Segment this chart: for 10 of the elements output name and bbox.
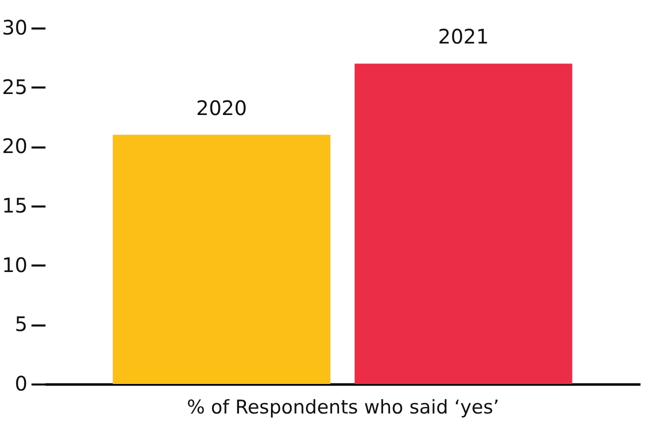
x-tick-label: 2020 (196, 96, 248, 120)
y-tick-label: 15 (2, 194, 28, 218)
y-tick-label: 10 (2, 252, 28, 277)
x-axis-title: % of Respondents who said ‘yes’ (186, 396, 500, 418)
y-tick-label: 0 (14, 372, 28, 396)
y-tick-label: 30 (2, 16, 28, 40)
y-tick-label: 25 (2, 74, 28, 99)
y-tick-label: 20 (2, 134, 28, 158)
x-tick-label: 2021 (438, 24, 489, 49)
y-tick-label: 5 (14, 312, 28, 336)
